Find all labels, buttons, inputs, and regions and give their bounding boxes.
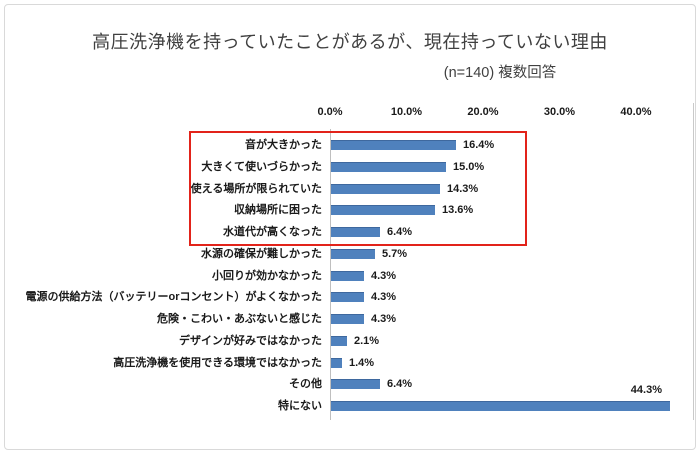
value-label: 2.1% xyxy=(354,334,380,347)
bar xyxy=(331,161,446,172)
bar xyxy=(331,227,380,238)
bar xyxy=(331,270,364,281)
chart-subtitle: (n=140) 複数回答 xyxy=(443,65,557,81)
bar xyxy=(331,379,380,390)
plot-right-border xyxy=(693,103,694,420)
value-label: 1.4% xyxy=(349,356,375,369)
category-label: 高圧洗浄機を使用できる環境ではなかった xyxy=(113,356,322,369)
highlight-box xyxy=(189,131,527,246)
x-tick-label: 20.0% xyxy=(467,106,499,118)
value-label: 15.0% xyxy=(453,160,485,173)
bar xyxy=(331,335,347,346)
x-tick-label: 0.0% xyxy=(317,106,343,118)
category-label: 収納場所に困った xyxy=(234,204,322,217)
x-tick-label: 40.0% xyxy=(620,106,652,118)
category-label: 特にない xyxy=(278,400,322,413)
bar xyxy=(331,205,435,216)
bar xyxy=(331,314,364,325)
bar xyxy=(331,140,456,150)
category-label: 大きくて使いづらかった xyxy=(201,160,322,173)
category-axis-line xyxy=(330,129,331,420)
value-label: 6.4% xyxy=(387,378,413,391)
category-label: 小回りが効かなかった xyxy=(212,269,322,282)
chart-border xyxy=(4,4,696,450)
bar xyxy=(331,357,342,368)
value-label: 14.3% xyxy=(447,182,479,195)
x-tick-label: 30.0% xyxy=(543,106,576,118)
bar xyxy=(331,292,364,303)
value-label: 13.6% xyxy=(442,204,474,217)
category-label: 水道代が高くなった xyxy=(223,226,322,239)
value-label: 16.4% xyxy=(463,139,495,151)
value-label: 44.3% xyxy=(630,384,662,397)
value-label: 5.7% xyxy=(382,247,408,260)
x-tick-label: 10.0% xyxy=(390,106,423,118)
value-label: 4.3% xyxy=(371,313,397,326)
value-label: 4.3% xyxy=(371,291,397,304)
category-label: 使える場所が限られていた xyxy=(190,182,322,195)
value-label: 4.3% xyxy=(371,269,397,282)
category-label: 電源の供給方法（バッテリーorコンセント）がよくなかった xyxy=(25,291,322,304)
chart-title: 高圧洗浄機を持っていたことがあるが、現在持っていない理由 xyxy=(92,32,608,52)
category-label: 音が大きかった xyxy=(245,139,322,151)
bar xyxy=(331,401,670,412)
category-label: 危険・こわい・あぶないと感じた xyxy=(157,313,322,326)
bar xyxy=(331,248,375,259)
category-label: デザインが好みではなかった xyxy=(179,334,322,347)
value-label: 6.4% xyxy=(387,226,413,239)
category-label: その他 xyxy=(289,378,322,391)
category-label: 水源の確保が難しかった xyxy=(201,247,322,260)
bar xyxy=(331,183,440,194)
